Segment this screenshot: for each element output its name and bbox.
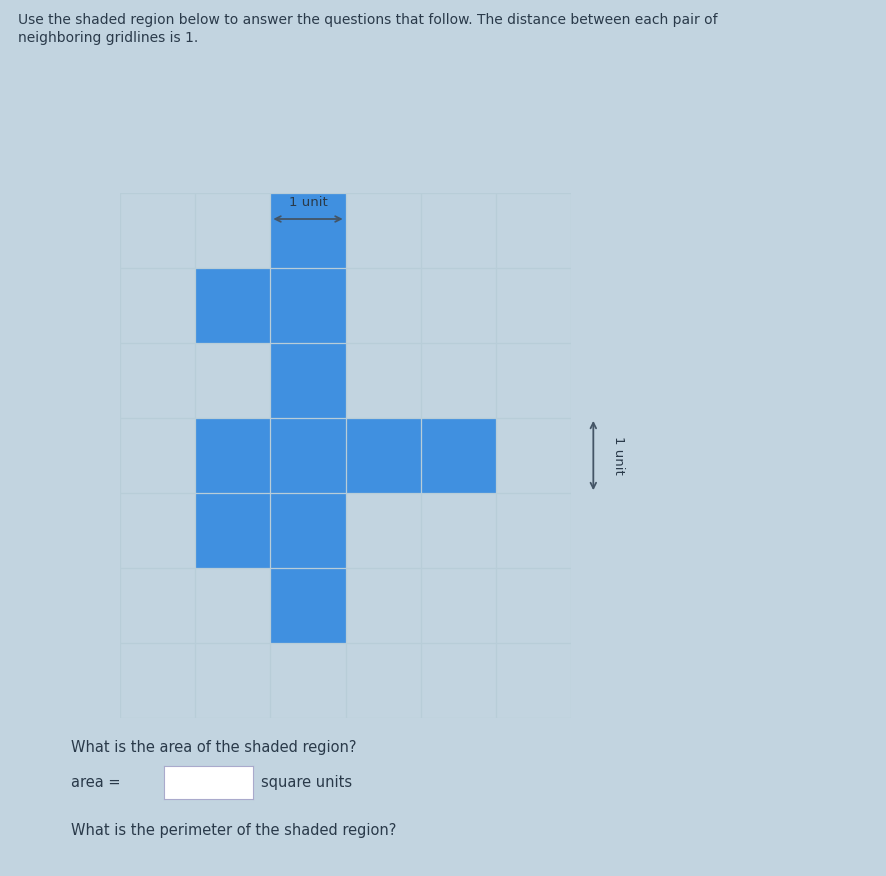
- Bar: [196, 493, 270, 569]
- Text: area =: area =: [71, 774, 120, 790]
- Text: Use the shaded region below to answer the questions that follow. The distance be: Use the shaded region below to answer th…: [18, 13, 718, 27]
- Bar: [421, 418, 495, 493]
- Bar: [270, 569, 346, 643]
- Bar: [270, 418, 346, 493]
- Bar: [270, 193, 346, 268]
- Bar: [196, 418, 270, 493]
- Bar: [270, 493, 346, 569]
- Bar: [270, 268, 346, 343]
- Text: What is the perimeter of the shaded region?: What is the perimeter of the shaded regi…: [71, 823, 396, 838]
- Text: 1 unit: 1 unit: [612, 436, 626, 475]
- Bar: [346, 418, 421, 493]
- Text: What is the area of the shaded region?: What is the area of the shaded region?: [71, 740, 356, 755]
- Bar: [196, 268, 270, 343]
- Text: 1 unit: 1 unit: [289, 196, 327, 209]
- Bar: [270, 343, 346, 418]
- Text: neighboring gridlines is 1.: neighboring gridlines is 1.: [18, 31, 198, 45]
- Text: square units: square units: [261, 774, 353, 790]
